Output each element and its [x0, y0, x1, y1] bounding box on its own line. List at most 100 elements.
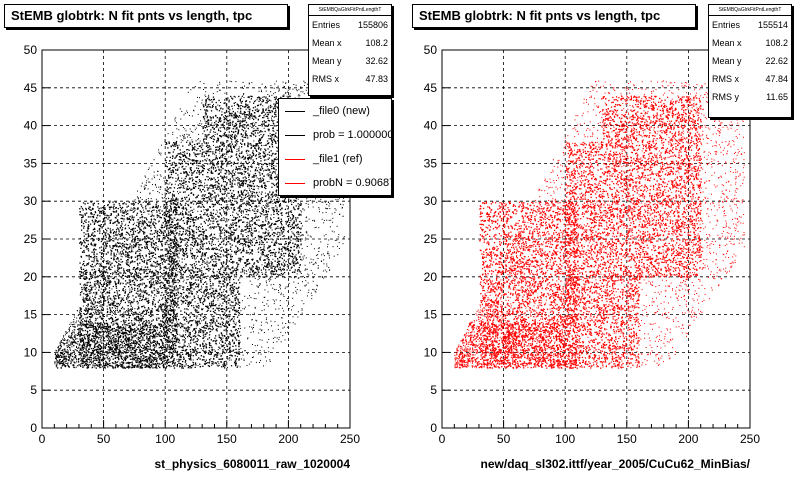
data-point — [109, 312, 111, 314]
data-point — [127, 365, 129, 368]
data-point — [165, 334, 167, 336]
data-point — [231, 224, 233, 227]
data-point — [194, 297, 196, 299]
data-point — [115, 341, 117, 343]
data-point — [98, 322, 100, 325]
data-point — [173, 263, 175, 265]
data-point — [165, 278, 167, 280]
data-point — [101, 346, 103, 348]
data-point — [167, 319, 170, 321]
data-point — [80, 214, 82, 216]
data-point — [134, 237, 136, 239]
data-point — [105, 244, 107, 246]
data-point — [130, 351, 133, 353]
data-point — [220, 230, 222, 233]
data-point — [201, 204, 204, 206]
data-point — [85, 352, 88, 354]
data-point — [98, 326, 100, 328]
data-point — [238, 339, 240, 342]
data-point — [124, 359, 127, 361]
data-point — [112, 346, 114, 348]
data-point — [104, 238, 107, 240]
data-point — [127, 269, 129, 271]
data-point — [167, 329, 169, 331]
data-point — [201, 240, 203, 243]
data-point — [151, 311, 153, 313]
data-point — [85, 284, 87, 286]
data-point — [169, 295, 172, 297]
data-point — [188, 144, 190, 146]
data-point — [182, 345, 184, 348]
data-point — [184, 253, 186, 255]
data-point — [219, 229, 221, 231]
data-point — [153, 348, 155, 350]
data-point — [187, 354, 190, 356]
data-point — [175, 302, 177, 304]
data-point — [88, 356, 90, 359]
data-point — [130, 347, 132, 349]
data-point — [144, 346, 146, 348]
data-point — [192, 148, 194, 150]
data-point — [179, 248, 181, 250]
data-point — [130, 301, 132, 304]
data-point — [167, 224, 169, 227]
data-point — [141, 298, 144, 300]
data-point — [198, 335, 200, 337]
data-point — [177, 198, 179, 200]
data-point — [200, 274, 202, 276]
data-point — [196, 149, 198, 152]
data-point — [150, 282, 153, 284]
data-point — [146, 309, 148, 311]
data-point — [174, 144, 176, 146]
data-point — [126, 314, 128, 316]
data-point — [105, 282, 108, 285]
data-point — [110, 281, 112, 283]
data-point — [90, 324, 92, 326]
data-point — [171, 214, 173, 216]
data-point — [180, 186, 182, 188]
data-point — [93, 253, 95, 256]
data-point — [173, 265, 175, 267]
data-point — [160, 232, 162, 234]
data-point — [118, 279, 120, 281]
data-point — [234, 124, 236, 127]
data-point — [80, 365, 82, 367]
data-point — [190, 216, 192, 219]
data-point — [217, 161, 219, 164]
data-point — [170, 173, 173, 176]
data-point — [148, 322, 150, 324]
data-point — [158, 335, 160, 337]
data-point — [102, 304, 105, 306]
data-point — [145, 201, 147, 204]
data-point — [170, 289, 172, 291]
data-point — [104, 363, 107, 365]
data-point — [106, 328, 109, 330]
data-point — [92, 347, 94, 350]
data-point — [173, 275, 175, 277]
data-point — [152, 302, 154, 304]
data-point — [165, 182, 167, 184]
data-point — [95, 283, 97, 285]
data-point — [238, 239, 241, 242]
data-point — [202, 349, 204, 352]
data-point — [229, 349, 231, 351]
data-point — [160, 346, 162, 348]
data-point — [182, 324, 184, 326]
data-point — [85, 219, 87, 221]
data-point — [164, 334, 166, 336]
data-point — [230, 365, 233, 367]
data-point — [154, 352, 156, 354]
data-point — [126, 298, 128, 300]
data-point — [92, 207, 94, 210]
data-point — [124, 280, 127, 282]
data-point — [138, 248, 140, 250]
data-point — [173, 314, 175, 316]
data-point — [173, 142, 176, 144]
data-point — [104, 366, 106, 368]
data-point — [173, 302, 175, 304]
data-point — [136, 366, 138, 368]
data-point — [100, 322, 102, 324]
data-point — [97, 333, 99, 335]
data-point — [155, 280, 157, 282]
data-point — [196, 337, 198, 340]
